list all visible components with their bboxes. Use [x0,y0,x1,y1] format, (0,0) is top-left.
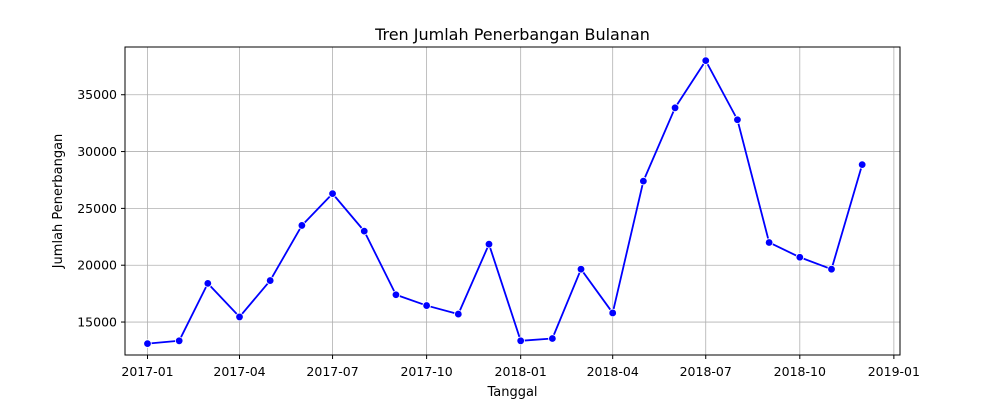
data-point [764,238,774,247]
plot-area-frame [124,46,901,356]
x-tick-label: 2018-07 [680,364,732,379]
chart-title: Tren Jumlah Penerbangan Bulanan [374,25,650,44]
y-tick-label: 20000 [77,258,117,273]
x-tick-label: 2019-01 [868,364,920,379]
data-point [795,253,805,262]
x-axis-label: Tanggal [486,385,537,400]
data-point [701,56,710,65]
series-line [147,59,864,345]
data-point [639,176,648,186]
data-point [670,103,680,113]
data-point [265,276,275,285]
x-tick-label: 2017-07 [306,364,358,379]
x-tick-label: 2018-10 [774,364,826,379]
data-point [857,160,867,169]
data-point [608,308,617,318]
x-tick-label: 2017-04 [213,364,265,379]
data-point [422,301,431,310]
series-layer [143,56,867,348]
y-tick-label: 35000 [77,87,117,102]
data-point [484,239,494,249]
data-point [297,221,307,230]
data-point [328,189,337,198]
data-point [733,115,742,124]
data-point [516,336,525,345]
data-point [576,264,586,274]
data-point [235,312,244,322]
x-tick-label: 2018-01 [495,364,547,379]
y-tick-label: 25000 [77,201,117,216]
y-axis-label: Jumlah Penerbangan [51,134,66,270]
x-tick-label: 2017-10 [400,364,452,379]
data-point [454,309,463,319]
data-point [174,336,184,345]
data-point [143,339,152,348]
data-point [360,226,369,236]
data-point [548,334,557,343]
axis-ticks: 2017-01 2017-04 2017-07 2017-10 2018-01 2018-… [77,87,920,379]
data-point [391,290,401,299]
data-point [827,264,836,274]
y-tick-label: 30000 [77,144,117,159]
x-tick-label: 2018-04 [587,364,639,379]
x-tick-label: 2017-01 [121,364,173,379]
grid-lines [125,47,900,355]
data-point [203,279,213,288]
y-tick-label: 15000 [77,315,117,330]
